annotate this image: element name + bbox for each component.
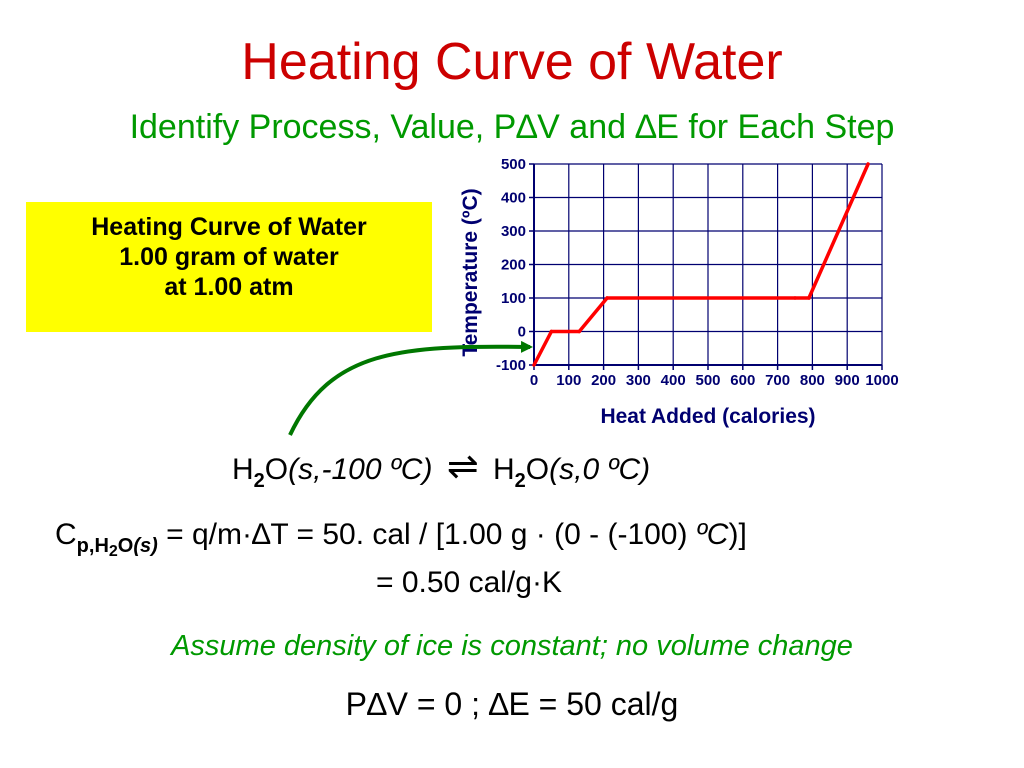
curve-segment bbox=[532, 329, 554, 367]
curve-segment bbox=[807, 162, 870, 300]
x-tick-label: 300 bbox=[626, 372, 651, 389]
assumption-text: Assume density of ice is constant; no vo… bbox=[171, 630, 853, 662]
x-axis-label: Heat Added (calories) bbox=[600, 405, 815, 428]
cp-subscript-p: p,H bbox=[76, 535, 109, 557]
equilibrium-arrow: ⇌ bbox=[446, 446, 479, 488]
x-tick-label: 800 bbox=[800, 372, 825, 389]
product-state: (s,0 ºC) bbox=[549, 453, 651, 486]
product-h: H bbox=[493, 453, 515, 486]
reactant-state: (s,-100 ºC) bbox=[288, 453, 433, 486]
page-title: Heating Curve of Water bbox=[241, 33, 783, 91]
cp-symbol: C bbox=[55, 518, 77, 551]
y-axis-label: Temperature (ºC) bbox=[459, 188, 482, 356]
cp-subscript-o: O bbox=[117, 535, 134, 557]
cp-result: = 0.50 cal/g·K bbox=[376, 566, 562, 599]
y-tick-label: 0 bbox=[518, 324, 526, 341]
cp-calculation-unit: ºC bbox=[695, 518, 729, 551]
x-tick-label: 600 bbox=[730, 372, 755, 389]
info-box: Heating Curve of Water 1.00 gram of wate… bbox=[26, 202, 432, 332]
page-subtitle: Identify Process, Value, P∆V and ∆E for … bbox=[129, 108, 895, 146]
final-answer: P∆V = 0 ; ∆E = 50 cal/g bbox=[345, 686, 679, 722]
reaction-equation: H2O(s,-100 ºC) ⇌ H2O(s,0 ºC) bbox=[232, 446, 651, 491]
reactant-subscript: 2 bbox=[253, 470, 265, 492]
x-tick-label: 900 bbox=[835, 372, 860, 389]
cp-calculation: = 50. cal / [1.00 g · (0 - (-100) bbox=[288, 518, 696, 551]
x-tick-label: 100 bbox=[556, 372, 581, 389]
x-tick-label: 1000 bbox=[865, 372, 898, 389]
curve-segment bbox=[577, 296, 609, 334]
x-tick-label: 0 bbox=[530, 372, 538, 389]
cp-calculation-end: )] bbox=[728, 518, 747, 551]
x-tick-label: 500 bbox=[695, 372, 720, 389]
pointer-arrow bbox=[288, 340, 533, 436]
cp-formula: = q/m·∆T bbox=[157, 518, 289, 551]
x-tick-label: 200 bbox=[591, 372, 616, 389]
y-tick-label: 200 bbox=[501, 257, 526, 274]
info-line-1: Heating Curve of Water bbox=[91, 213, 367, 241]
cp-subscript-2: 2 bbox=[108, 543, 118, 560]
product-subscript: 2 bbox=[514, 470, 526, 492]
reactant-h: H bbox=[232, 453, 254, 486]
y-tick-label: 400 bbox=[501, 190, 526, 207]
product-o: O bbox=[525, 453, 550, 486]
info-line-3: at 1.00 atm bbox=[164, 273, 294, 301]
heat-capacity-equation: Cp,H2O(s) = q/m·∆T = 50. cal / [1.00 g ·… bbox=[55, 518, 747, 560]
y-tick-label: 100 bbox=[501, 290, 526, 307]
reactant-o: O bbox=[264, 453, 289, 486]
x-tick-label: 700 bbox=[765, 372, 790, 389]
x-tick-label: 400 bbox=[661, 372, 686, 389]
info-line-2: 1.00 gram of water bbox=[119, 243, 339, 271]
cp-subscript-state: (s) bbox=[133, 535, 158, 557]
y-tick-label: 300 bbox=[501, 223, 526, 240]
y-tick-label: 500 bbox=[501, 156, 526, 173]
y-tick-label: -100 bbox=[496, 357, 526, 374]
